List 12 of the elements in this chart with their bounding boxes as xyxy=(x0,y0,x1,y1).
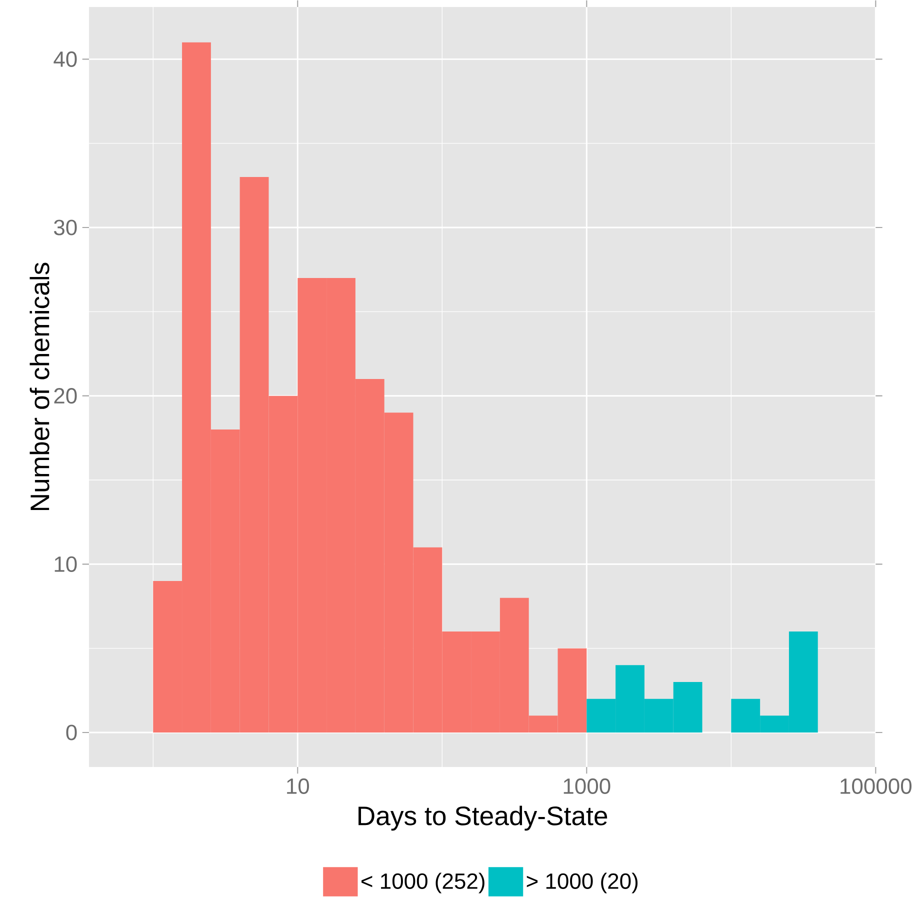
y-axis-title: Number of chemicals xyxy=(30,262,50,510)
y-tick-label: 0 xyxy=(66,724,77,740)
x-axis-title: Days to Steady-State xyxy=(358,806,608,831)
y-tick-label: 40 xyxy=(54,51,77,67)
x-tick-label: 10 xyxy=(287,778,310,794)
x-tick-label: 100000 xyxy=(840,778,912,794)
legend-label: > 1000 (20) xyxy=(526,872,638,894)
y-tick-label: 30 xyxy=(54,220,77,236)
x-tick-label: 1000 xyxy=(564,778,610,794)
y-tick-label: 20 xyxy=(54,388,77,404)
y-tick-label: 10 xyxy=(54,556,77,572)
legend-label: < 1000 (252) xyxy=(362,872,484,894)
